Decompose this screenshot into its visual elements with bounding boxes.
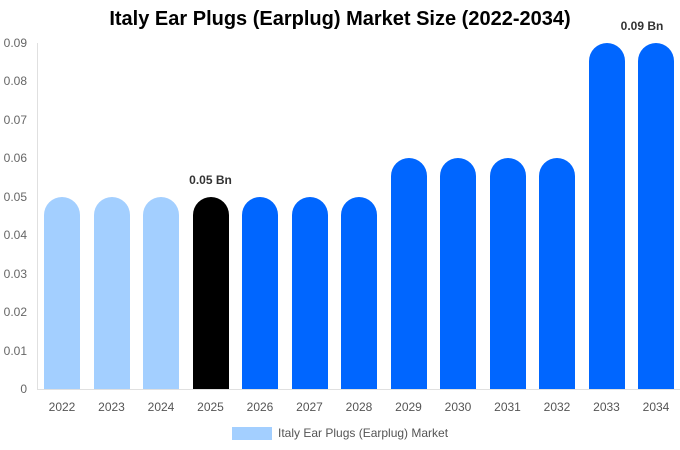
bar-2031[interactable] [489,158,526,389]
bar-2030[interactable] [440,158,476,389]
bar-2024[interactable] [143,196,179,389]
bar-2023[interactable] [93,196,130,389]
x-tick-label: 2034 [642,400,670,414]
x-tick-label: 2030 [444,400,472,414]
bar-2032[interactable] [539,158,575,389]
y-tick-label: 0.03 [3,266,27,281]
y-tick-label: 0.07 [3,112,27,127]
x-tick-label: 2032 [543,400,571,414]
legend-swatch [232,426,272,440]
bar-2033[interactable] [588,43,625,389]
x-tick-label: 2031 [494,400,521,414]
y-tick-label: 0.05 [3,189,27,204]
data-label-2034: 0.09 Bn [620,19,664,33]
x-axis-line [37,389,680,390]
chart-title: Italy Ear Plugs (Earplug) Market Size (2… [109,8,571,30]
x-tick-label: 2026 [246,400,274,414]
x-tick-label: 2033 [593,400,620,414]
data-label-2025: 0.05 Bn [189,172,232,187]
bar-2025[interactable] [192,196,229,389]
x-tick-label: 2025 [197,400,224,414]
bar-2028[interactable] [341,196,377,389]
y-tick-label: 0.04 [3,228,27,243]
x-tick-label: 2028 [345,400,373,414]
bar-2029[interactable] [390,158,427,389]
legend: Italy Ear Plugs (Earplug) Market [232,426,448,440]
bar-2027[interactable] [291,196,328,389]
x-tick-label: 2024 [147,400,175,414]
x-tick-label: 2027 [296,400,323,414]
y-tick-label: 0.06 [3,151,27,166]
y-tick-label: 0.08 [3,74,27,89]
x-tick-label: 2029 [395,400,422,414]
x-tick-label: 2022 [48,400,76,414]
y-axis-line [37,43,38,390]
y-tick-label: 0.01 [3,343,27,358]
y-tick-label: 0 [20,382,27,396]
y-tick-label: 0.09 [3,36,27,50]
bar-2026[interactable] [242,196,278,389]
bar-2034[interactable] [638,43,674,389]
y-tick-label: 0.02 [3,305,27,320]
legend-label: Italy Ear Plugs (Earplug) Market [278,426,449,440]
bar-2022[interactable] [44,196,80,389]
x-tick-label: 2023 [98,400,125,414]
